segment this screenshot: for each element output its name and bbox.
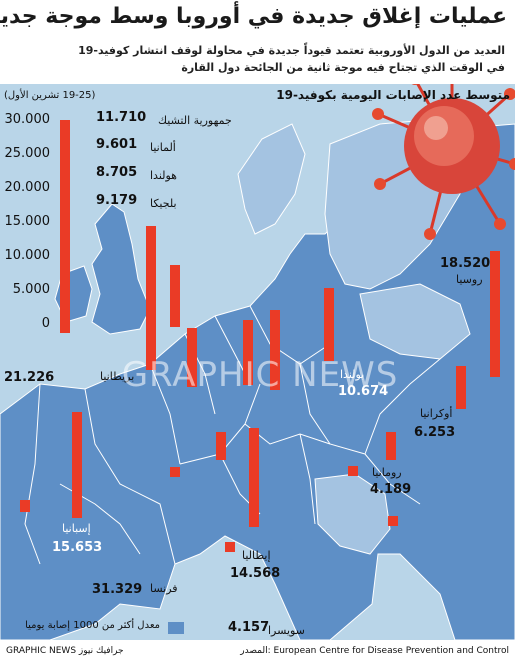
label-romania-name: رومانيا xyxy=(372,466,402,479)
label-ukraine-value: 6.253 xyxy=(414,425,456,440)
label-britain-name: بريطانيا xyxy=(100,370,135,383)
chart-title: متوسط عدد الإصابات اليومية بكوفيد-19 xyxy=(276,88,510,102)
europe-map-graphic xyxy=(0,84,515,640)
label-spain-value: 15.653 xyxy=(52,540,103,555)
label-poland-value: 10.674 xyxy=(338,384,389,399)
y-tick-10000: 10.000 xyxy=(4,248,51,263)
y-tick-0: 0 xyxy=(41,316,50,331)
bar-ukraine xyxy=(456,366,466,409)
bar-belgium xyxy=(170,265,180,327)
island-2 xyxy=(170,467,180,477)
label-france-value: 31.329 xyxy=(92,582,143,597)
label-czechia-value: 11.710 xyxy=(96,110,147,125)
label-russia-name: روسيا xyxy=(456,273,483,286)
label-britain-value: 21.226 xyxy=(4,370,55,385)
page-subtitle: العديد من الدول الأوروبية تعتمد قيوداً ج… xyxy=(75,42,505,76)
y-tick-20000: 20.000 xyxy=(4,180,51,195)
label-italy-name: إيطاليا xyxy=(242,549,271,562)
watermark: GRAPHIC NEWS xyxy=(121,355,399,395)
legend-swatch xyxy=(168,622,184,634)
bar-france xyxy=(60,120,70,333)
subtitle-line-2: في الوقت الذي تجتاح فيه موجة ثانية من ال… xyxy=(181,61,505,74)
label-italy-value: 14.568 xyxy=(230,566,281,581)
footer: GRAPHIC NEWS جرافيك نيوز المصدر: Europea… xyxy=(0,643,515,665)
britain-shape xyxy=(91,203,151,335)
label-germany-value: 9.601 xyxy=(96,137,138,152)
page-title: عمليات إغلاق جديدة في أوروبا وسط موجة جد… xyxy=(0,4,507,29)
island-5 xyxy=(348,466,358,476)
island-1 xyxy=(20,500,30,512)
bar-britain xyxy=(146,226,156,370)
label-switzerland-value: 4.157 xyxy=(228,620,270,635)
label-france-name: فرنسا xyxy=(150,582,178,595)
label-russia-value: 18.520 xyxy=(440,256,491,271)
credit-text: GRAPHIC NEWS جرافيك نيوز xyxy=(6,646,124,656)
y-tick-5000: 5.000 xyxy=(12,282,50,297)
label-spain-name: إسبانيا xyxy=(62,522,91,535)
label-belgium-name: بلجيكا xyxy=(150,197,177,210)
bar-italy xyxy=(249,428,259,527)
label-poland-name: بولندا xyxy=(340,368,365,381)
y-tick-30000: 30.000 xyxy=(4,112,51,127)
source-text: المصدر: European Centre for Disease Prev… xyxy=(240,646,509,656)
label-ukraine-name: أوكرانيا xyxy=(420,407,453,420)
low-incidence-east xyxy=(359,283,471,360)
subtitle-line-1: العديد من الدول الأوروبية تعتمد قيوداً ج… xyxy=(78,44,505,57)
label-romania-value: 4.189 xyxy=(370,482,412,497)
bar-romania xyxy=(386,432,396,460)
y-tick-15000: 15.000 xyxy=(4,214,51,229)
bar-spain xyxy=(72,412,82,518)
low-incidence-balkans xyxy=(314,473,391,555)
legend-label: معدل أكثر من 1000 إصابة يوميا xyxy=(25,620,160,631)
europe-map xyxy=(0,84,515,640)
bar-switzerland xyxy=(216,432,226,460)
chart-date: (19-25 تشرين الأول) xyxy=(4,90,96,101)
low-incidence-scandinavia xyxy=(237,123,306,235)
coronavirus-illustration xyxy=(372,84,515,240)
label-czechia-name: جمهورية التشيك xyxy=(158,114,232,127)
bar-netherlands xyxy=(187,328,197,387)
y-tick-25000: 25.000 xyxy=(4,146,51,161)
label-germany-name: ألمانيا xyxy=(150,141,176,154)
bar-russia xyxy=(490,251,500,377)
label-netherlands-value: 8.705 xyxy=(96,165,138,180)
bar-czechia xyxy=(270,310,280,390)
label-netherlands-name: هولندا xyxy=(150,169,177,182)
bar-poland xyxy=(324,288,334,361)
bar-germany xyxy=(243,320,253,385)
island-4 xyxy=(388,516,398,526)
label-switzerland-name: سويسرا xyxy=(268,624,305,637)
island-3 xyxy=(225,542,235,552)
label-belgium-value: 9.179 xyxy=(96,193,138,208)
